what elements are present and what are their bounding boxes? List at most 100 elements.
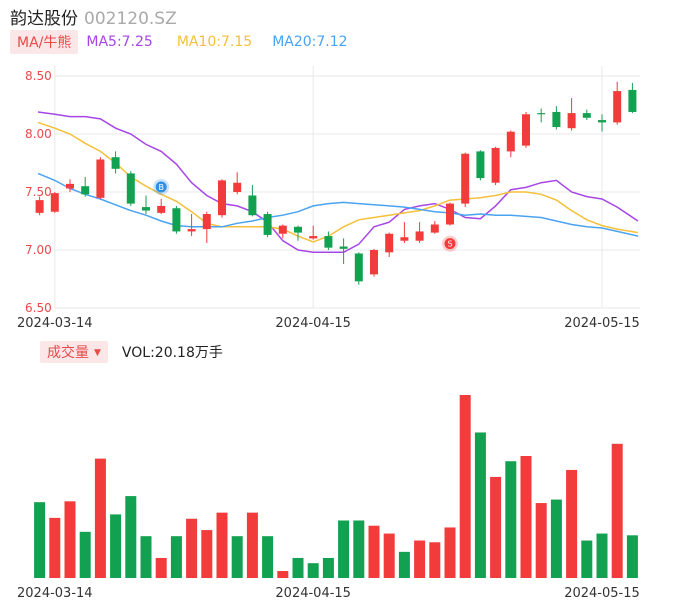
candle-body [35, 200, 44, 213]
candle-body [157, 205, 166, 213]
y-tick-label: 6.50 [25, 301, 52, 315]
candle-body [187, 229, 196, 232]
candle [66, 179, 74, 192]
candle [157, 198, 166, 215]
candle [126, 171, 135, 206]
volume-bar [170, 536, 182, 578]
volume-bar [64, 501, 76, 578]
volume-bar [216, 512, 228, 578]
stock-header: 韵达股份 002120.SZ [10, 4, 177, 29]
volume-bar [490, 476, 502, 578]
buy-marker-label: B [158, 183, 164, 192]
candle [339, 238, 348, 264]
y-tick-label: 7.50 [25, 185, 52, 199]
candle [248, 185, 257, 217]
ma20-legend: MA20:7.12 [272, 34, 348, 50]
candle [324, 231, 333, 250]
stock-code: 002120.SZ [84, 9, 177, 29]
candle [491, 146, 500, 186]
candle-body [218, 180, 226, 216]
candle-body [385, 233, 394, 253]
candle-body [339, 246, 348, 249]
candle-body [248, 195, 257, 216]
ma5-line [37, 111, 639, 254]
candle-body [461, 153, 470, 204]
candle [354, 252, 363, 285]
volume-bar [444, 527, 456, 578]
candle [370, 248, 378, 277]
ma-lines [37, 111, 639, 254]
candle [628, 82, 637, 114]
volume-value: VOL:20.18万手 [121, 345, 223, 361]
volume-bar [262, 536, 274, 578]
candle [294, 225, 302, 241]
volume-bar [140, 536, 152, 578]
candle [430, 221, 439, 234]
volume-bar [125, 496, 137, 578]
candle-body [66, 183, 74, 189]
stock-name: 韵达股份 [10, 9, 78, 29]
candle [111, 151, 120, 174]
volume-x-tick-label: 2024-03-14 [17, 586, 93, 601]
candle [278, 224, 287, 239]
ma20-line [37, 172, 639, 237]
candle-body [202, 214, 211, 230]
candle-body [111, 157, 120, 169]
volume-x-tick-label: 2024-05-15 [564, 586, 640, 601]
volume-bar [535, 503, 547, 578]
candle-body [567, 113, 576, 129]
candle-body [370, 250, 378, 275]
candle-body [81, 186, 90, 195]
volume-bar [596, 533, 608, 578]
candle [35, 196, 44, 216]
ma10-line [37, 121, 639, 243]
candle-body [430, 224, 439, 233]
candle-body [96, 159, 105, 198]
volume-bar [79, 531, 91, 578]
x-tick-label: 2024-03-14 [17, 316, 93, 331]
volume-selector[interactable]: 成交量 ▼ [40, 341, 108, 363]
volume-bar [581, 540, 593, 578]
price-x-axis: 2024-03-14 2024-04-15 2024-05-15 [17, 316, 640, 331]
candle [567, 98, 576, 131]
candle-body [537, 113, 546, 115]
buy-marker: B [153, 178, 170, 195]
candle-body [491, 147, 500, 183]
volume-bar [94, 458, 106, 578]
candle-body [400, 237, 409, 241]
indicator-selector[interactable]: MA/牛熊 [10, 30, 79, 54]
price-y-axis: 8.50 8.00 7.50 7.00 6.50 [25, 69, 52, 315]
candle [400, 222, 409, 244]
candle-body [172, 208, 181, 232]
volume-x-axis: 2024-03-14 2024-04-15 2024-05-15 [17, 586, 640, 601]
candle-body [522, 114, 530, 146]
volume-bar [520, 456, 532, 578]
volume-bar [246, 512, 258, 578]
candle-body [415, 231, 424, 241]
volume-bar [626, 535, 638, 578]
ma5-legend: MA5:7.25 [86, 34, 153, 50]
candle [506, 130, 515, 158]
candle [415, 222, 424, 244]
candle [582, 109, 591, 121]
volume-bar [368, 525, 380, 578]
candle [233, 172, 242, 195]
candle [476, 150, 485, 181]
volume-bar [550, 499, 562, 578]
candle [552, 106, 561, 130]
volume-bar [322, 557, 334, 578]
volume-bar [353, 520, 365, 578]
volume-bar [292, 557, 304, 578]
candle-body [278, 225, 287, 234]
candle [385, 232, 394, 257]
volume-bar [49, 517, 61, 578]
candle [263, 211, 272, 238]
y-tick-label: 8.50 [25, 69, 52, 83]
ma-legend: MA/牛熊 MA5:7.25 MA10:7.15 MA20:7.12 [10, 30, 348, 54]
candle-body [613, 91, 622, 123]
candle [461, 152, 470, 208]
price-grid [54, 66, 640, 309]
volume-bar [611, 443, 623, 578]
volume-bar [459, 395, 471, 578]
candle [187, 214, 196, 237]
